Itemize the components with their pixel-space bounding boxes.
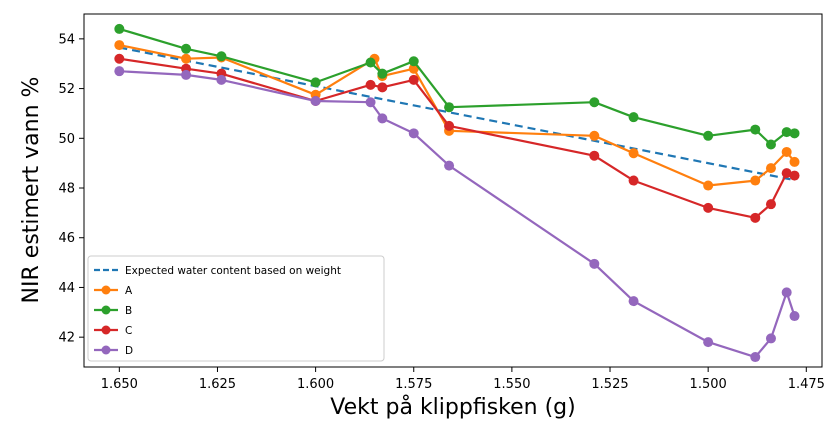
series-b-point <box>765 139 776 150</box>
series-b-point <box>789 128 800 139</box>
series-b-point <box>216 51 227 62</box>
x-tick-label: 1.475 <box>788 377 825 392</box>
series-d-point <box>377 113 388 124</box>
x-tick-label: 1.500 <box>690 377 727 392</box>
series-d-point <box>408 128 419 139</box>
legend-marker-d <box>101 345 111 355</box>
legend-marker-a <box>101 285 111 295</box>
series-b-point <box>703 130 714 141</box>
y-tick-label: 46 <box>58 231 75 246</box>
series-a-point <box>589 130 600 141</box>
series-c-point <box>444 120 455 131</box>
series-c-point <box>628 175 639 186</box>
ticks: 1.650 1.625 1.600 1.575 1.550 1.525 1.500 1.475… <box>58 32 824 392</box>
y-tick-label: 50 <box>58 132 75 147</box>
series-d-point <box>765 333 776 344</box>
series-c-point <box>703 202 714 213</box>
x-axis-title: Vekt på klippfisken (g) <box>330 394 575 420</box>
series-b-point <box>589 97 600 108</box>
y-axis-title: NIR estimert vann % <box>19 77 44 304</box>
series-b-point <box>365 57 376 68</box>
series-b-point <box>444 102 455 113</box>
x-tick-label: 1.550 <box>493 377 530 392</box>
series-a-point <box>789 156 800 167</box>
series-a-point <box>781 146 792 157</box>
legend-marker-b <box>101 305 111 315</box>
y-tick-label: 42 <box>58 331 75 346</box>
x-tick-label: 1.600 <box>297 377 334 392</box>
y-tick-label: 48 <box>58 182 75 197</box>
series-d-point <box>444 160 455 171</box>
legend: Expected water content based on weight AB… <box>87 255 385 362</box>
series-c-point <box>781 168 792 179</box>
series-d-point <box>750 352 761 363</box>
series-d-point <box>114 66 125 77</box>
series-c-point <box>589 150 600 161</box>
series-b-point <box>181 43 192 54</box>
plot-series <box>114 23 800 363</box>
series-c-point <box>765 199 776 210</box>
y-tick-label: 44 <box>58 281 75 296</box>
series-d-point <box>589 258 600 269</box>
series-c-point <box>377 82 388 93</box>
legend-marker-c <box>101 325 111 335</box>
series-d-point <box>310 96 321 107</box>
series-c-point <box>750 212 761 223</box>
series-d-point <box>781 287 792 298</box>
series-a-point <box>181 53 192 64</box>
series-a-point <box>750 175 761 186</box>
series-d-point <box>216 74 227 85</box>
x-tick-label: 1.525 <box>591 377 628 392</box>
series-b-point <box>310 77 321 88</box>
legend-label-b: B <box>125 305 132 317</box>
expected-line <box>119 46 791 181</box>
series-d-point <box>181 69 192 80</box>
series-b-point <box>408 56 419 67</box>
series-d-point <box>789 311 800 322</box>
series-b-point <box>377 68 388 79</box>
y-tick-label: 52 <box>58 82 75 97</box>
series-d-point <box>703 337 714 348</box>
legend-box <box>87 255 385 362</box>
series-c-point <box>789 170 800 181</box>
series-d-point <box>365 97 376 108</box>
legend-label-c: C <box>125 325 132 337</box>
legend-label-d: D <box>125 345 133 357</box>
x-tick-label: 1.625 <box>199 377 236 392</box>
series-b-point <box>628 112 639 123</box>
series-d-point <box>628 296 639 307</box>
series-a-point <box>114 40 125 51</box>
series-a-point <box>628 148 639 159</box>
series-c-point <box>408 74 419 85</box>
legend-label-expected: Expected water content based on weight <box>125 265 341 277</box>
series-c-point <box>365 79 376 90</box>
x-tick-label: 1.575 <box>395 377 432 392</box>
series-b-point <box>114 23 125 34</box>
series-a-point <box>765 163 776 174</box>
series-a-point <box>703 180 714 191</box>
x-tick-label: 1.650 <box>101 377 138 392</box>
series-b-point <box>781 127 792 138</box>
legend-label-a: A <box>125 285 133 297</box>
series-c-point <box>114 53 125 64</box>
y-tick-label: 54 <box>58 32 75 47</box>
series-b-point <box>750 124 761 135</box>
